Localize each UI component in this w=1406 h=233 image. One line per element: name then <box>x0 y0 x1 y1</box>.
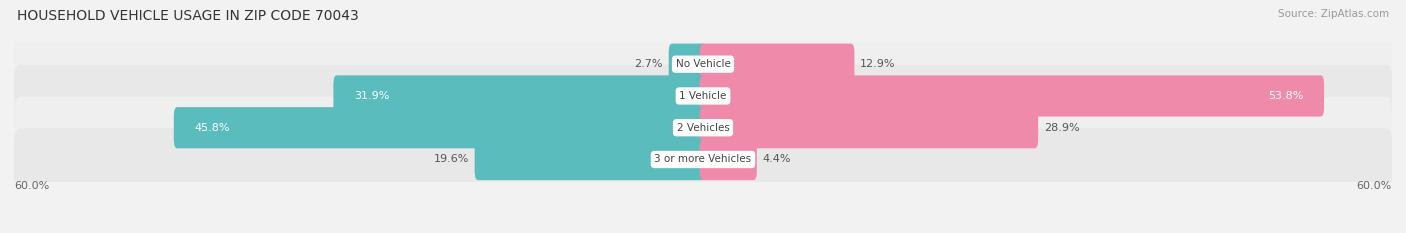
Legend: Owner-occupied, Renter-occupied: Owner-occupied, Renter-occupied <box>588 230 818 233</box>
Text: 60.0%: 60.0% <box>1357 181 1392 191</box>
FancyBboxPatch shape <box>14 33 1392 95</box>
FancyBboxPatch shape <box>700 139 756 180</box>
Text: 53.8%: 53.8% <box>1268 91 1303 101</box>
FancyBboxPatch shape <box>700 107 1038 148</box>
Text: 12.9%: 12.9% <box>860 59 896 69</box>
FancyBboxPatch shape <box>475 139 706 180</box>
Text: 1 Vehicle: 1 Vehicle <box>679 91 727 101</box>
Text: 60.0%: 60.0% <box>14 181 49 191</box>
FancyBboxPatch shape <box>174 107 706 148</box>
FancyBboxPatch shape <box>333 75 706 116</box>
Text: 2 Vehicles: 2 Vehicles <box>676 123 730 133</box>
Text: 3 or more Vehicles: 3 or more Vehicles <box>654 154 752 164</box>
FancyBboxPatch shape <box>700 75 1324 116</box>
FancyBboxPatch shape <box>700 44 855 85</box>
FancyBboxPatch shape <box>14 128 1392 191</box>
Text: 4.4%: 4.4% <box>762 154 792 164</box>
FancyBboxPatch shape <box>669 44 706 85</box>
Text: Source: ZipAtlas.com: Source: ZipAtlas.com <box>1278 9 1389 19</box>
Text: 45.8%: 45.8% <box>194 123 229 133</box>
Text: No Vehicle: No Vehicle <box>675 59 731 69</box>
Text: 28.9%: 28.9% <box>1045 123 1080 133</box>
FancyBboxPatch shape <box>14 65 1392 127</box>
Text: 31.9%: 31.9% <box>354 91 389 101</box>
Text: HOUSEHOLD VEHICLE USAGE IN ZIP CODE 70043: HOUSEHOLD VEHICLE USAGE IN ZIP CODE 7004… <box>17 9 359 23</box>
Text: 2.7%: 2.7% <box>634 59 662 69</box>
FancyBboxPatch shape <box>14 97 1392 159</box>
Text: 19.6%: 19.6% <box>433 154 468 164</box>
